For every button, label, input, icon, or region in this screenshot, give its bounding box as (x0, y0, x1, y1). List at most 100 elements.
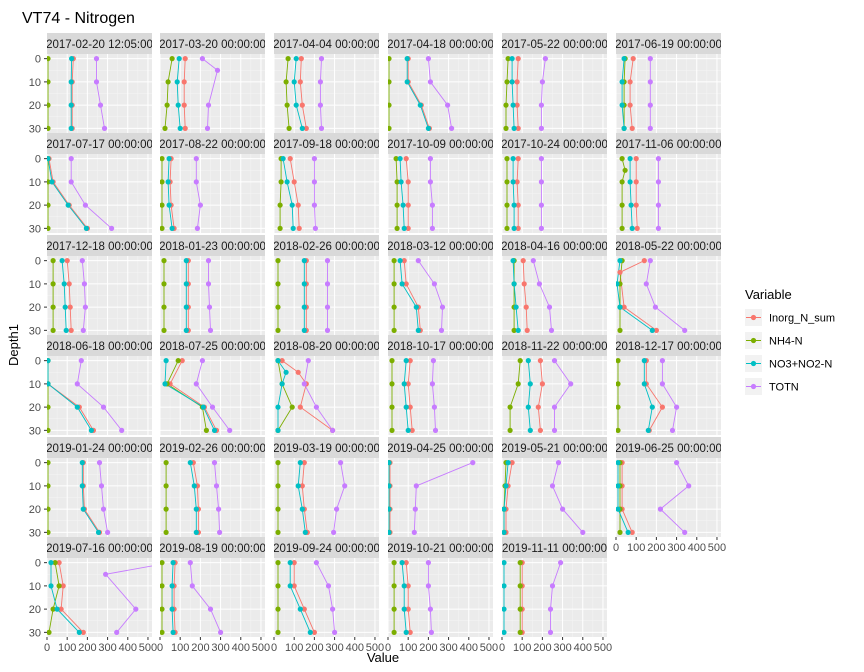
x-tick-label: 100 (285, 642, 303, 654)
series-group (504, 156, 545, 231)
series-line-inorg-n-sum (403, 260, 421, 331)
data-point-totn (568, 381, 574, 387)
data-point-totn (538, 125, 545, 131)
data-point-nh4-n (389, 358, 395, 364)
series-group (388, 460, 476, 536)
legend-label: Inorg_N_sum (769, 313, 835, 325)
data-point-nh4-n (504, 156, 510, 162)
facet-strip-label: 2018-05-22 00:00:00 (615, 241, 722, 253)
facet-strip (47, 133, 152, 154)
facet-panel: 2019-03-19 00:00:00 (273, 437, 379, 537)
data-point-inorg-n-sum (291, 179, 297, 185)
data-point-no3-no2-n (401, 381, 407, 387)
data-point-no3-no2-n (525, 404, 531, 410)
data-point-inorg-n-sum (633, 202, 639, 208)
data-point-no3-no2-n (183, 281, 189, 287)
data-point-inorg-n-sum (509, 460, 515, 466)
data-point-nh4-n (391, 327, 397, 333)
data-point-no3-no2-n (511, 281, 517, 287)
facet-panel: 2017-10-09 00:00:00 (387, 133, 493, 233)
data-point-inorg-n-sum (523, 304, 529, 310)
data-point-totn (318, 125, 325, 131)
data-point-no3-no2-n (307, 629, 313, 636)
facet-strip-label: 2018-03-12 00:00:00 (387, 241, 494, 253)
series-line-totn (104, 565, 152, 633)
series-line-totn (645, 260, 685, 331)
series-line-inorg-n-sum (48, 158, 88, 229)
data-point-inorg-n-sum (181, 79, 187, 85)
facet-panel: 2017-04-04 00:00:00 (273, 33, 379, 133)
data-point-inorg-n-sum (535, 404, 541, 410)
facet-strip-label: 2018-07-25 00:00:00 (159, 341, 266, 353)
data-point-inorg-n-sum (64, 258, 70, 264)
legend-label: NH4-N (769, 336, 803, 348)
facet-panel: 2018-03-12 00:00:00 (387, 235, 494, 335)
series-group (619, 56, 653, 131)
data-point-no3-no2-n (183, 304, 189, 310)
facet-strip (388, 537, 493, 558)
data-point-nh4-n (161, 327, 167, 333)
data-point-totn (431, 404, 437, 410)
data-point-nh4-n (616, 404, 621, 410)
data-point-inorg-n-sum (524, 327, 530, 333)
data-point-totn (682, 529, 688, 536)
data-point-nh4-n (285, 56, 291, 62)
series-line-no3-no2-n (643, 360, 653, 431)
data-point-nh4-n (283, 79, 289, 85)
data-point-no3-no2-n (505, 460, 511, 466)
data-point-inorg-n-sum (297, 404, 303, 410)
data-point-no3-no2-n (170, 629, 176, 636)
data-point-totn (542, 56, 549, 62)
x-tick-label: 100 (513, 642, 531, 654)
y-tick-label: 30 (29, 325, 41, 337)
data-point-totn (189, 583, 195, 589)
facet-strip (502, 537, 607, 558)
data-point-totn (425, 560, 431, 566)
data-point-totn (551, 358, 558, 364)
series-line-inorg-n-sum (66, 260, 72, 331)
data-point-nh4-n (622, 167, 628, 173)
data-point-totn (647, 56, 653, 62)
data-point-no3-no2-n (74, 404, 80, 410)
series-group (47, 560, 152, 636)
facet-strip-label: 2017-11-06 00:00:00 (616, 139, 722, 151)
data-point-nh4-n (161, 281, 167, 287)
data-point-no3-no2-n (627, 179, 633, 185)
data-point-totn (324, 304, 331, 310)
series-line-no3-no2-n (47, 158, 87, 229)
facet-panel: 2018-10-17 00:00:00 (387, 335, 493, 435)
data-point-totn (413, 483, 419, 489)
y-tick-label: 10 (29, 279, 41, 291)
data-point-no3-no2-n (417, 102, 423, 108)
facet-strip (388, 33, 493, 54)
data-point-totn (686, 483, 692, 489)
data-point-no3-no2-n (80, 506, 86, 512)
data-point-nh4-n (275, 629, 281, 636)
x-tick-label: 400 (232, 642, 250, 654)
series-line-no3-no2-n (617, 462, 629, 533)
data-point-inorg-n-sum (514, 79, 520, 85)
facet-strip-label: 2019-08-19 00:00:00 (159, 543, 266, 555)
series-line-totn (532, 260, 552, 331)
x-tick-label: 200 (419, 642, 437, 654)
series-line-no3-no2-n (399, 260, 419, 331)
series-line-totn (189, 562, 222, 633)
y-tick-label: 0 (35, 256, 41, 268)
data-point-totn (558, 560, 564, 566)
facet-panel: 2018-07-25 00:00:00 (159, 335, 266, 435)
data-point-no3-no2-n (76, 629, 82, 636)
series-line-inorg-n-sum (82, 462, 100, 533)
data-point-no3-no2-n (627, 156, 633, 162)
facet-panel: 2019-04-25 00:00:00 (387, 437, 493, 537)
data-point-no3-no2-n (297, 606, 303, 612)
data-point-totn (429, 381, 435, 387)
series-group (275, 560, 338, 636)
data-point-nh4-n (617, 327, 623, 333)
series-line-totn (659, 462, 690, 533)
data-point-totn (555, 460, 562, 466)
data-point-no3-no2-n (293, 56, 299, 62)
series-line-no3-no2-n (47, 360, 92, 431)
series-line-no3-no2-n (50, 562, 80, 633)
series-line-nh4-n (277, 360, 293, 431)
data-point-totn (659, 358, 666, 364)
